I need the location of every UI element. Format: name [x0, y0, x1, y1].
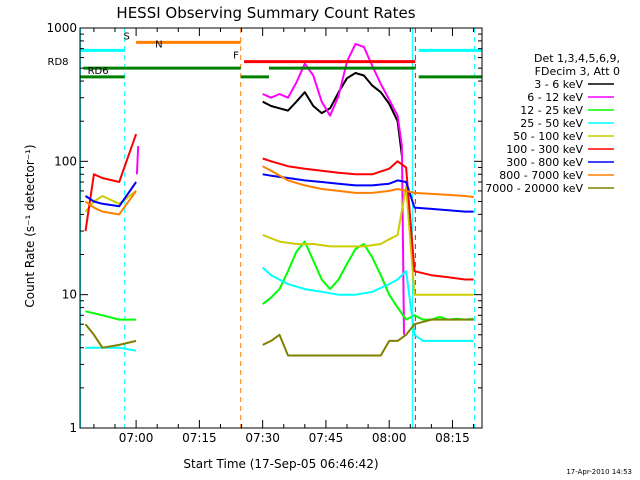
legend-header: Det 1,3,4,5,6,9,: [534, 52, 620, 65]
legend-header: FDecim 3, Att 0: [535, 65, 620, 78]
y-tick-label: 1: [69, 421, 77, 435]
state-bar-label: RD6: [88, 66, 109, 77]
series-line-4: [85, 266, 474, 352]
legend-entry-label: 25 - 50 keV: [520, 117, 583, 130]
series-line-2: [135, 42, 405, 335]
plot-frame: [79, 27, 483, 429]
legend-entry-label: 12 - 25 keV: [520, 104, 583, 117]
x-tick-label: 07:45: [309, 431, 344, 445]
state-bar-label: RD8: [48, 57, 69, 68]
series-line-1: [262, 72, 403, 156]
axes-frame: 1 10 100 1000 07:00 07:15 07:30 07:45 08:00 08:15: [46, 21, 483, 445]
series-line-8: [84, 165, 474, 216]
x-axis-label: Start Time (17-Sep-05 06:46:42): [183, 457, 378, 471]
series-line-9: [84, 318, 474, 357]
legend-entry-label: 100 - 300 keV: [506, 143, 583, 156]
y-axis-label: Count Rate (s⁻¹ detector⁻¹): [23, 144, 37, 307]
legend: Det 1,3,4,5,6,9,FDecim 3, Att 03 - 6 keV…: [485, 52, 620, 195]
generation-timestamp: 17-Apr-2010 14:53: [566, 468, 632, 476]
chart-title: HESSI Observing Summary Count Rates: [116, 4, 415, 22]
legend-entry-label: 800 - 7000 keV: [499, 169, 583, 182]
y-tick-label: 10: [62, 288, 77, 302]
series-line-6: [84, 133, 474, 281]
legend-entry-label: 300 - 800 keV: [506, 156, 583, 169]
x-tick-label: 08:15: [435, 431, 470, 445]
y-tick-label: 1000: [46, 21, 77, 35]
series-line-3: [85, 240, 474, 321]
y-tick-label: 100: [54, 154, 77, 168]
legend-entry-label: 7000 - 20000 keV: [485, 182, 583, 195]
x-tick-label: 07:00: [119, 431, 154, 445]
state-bar-label: N: [155, 39, 162, 50]
x-tick-label: 07:15: [182, 431, 217, 445]
legend-entry-label: 6 - 12 keV: [527, 91, 583, 104]
legend-entry-label: 50 - 100 keV: [513, 130, 583, 143]
legend-entry-label: 3 - 6 keV: [534, 78, 583, 91]
plot-area: S N F RD8 RD6: [48, 28, 482, 428]
state-bar-label: F: [233, 51, 239, 62]
series-line-7: [84, 173, 474, 213]
x-tick-label: 07:30: [245, 431, 280, 445]
x-tick-label: 08:00: [372, 431, 407, 445]
state-bar-label: S: [123, 31, 129, 42]
